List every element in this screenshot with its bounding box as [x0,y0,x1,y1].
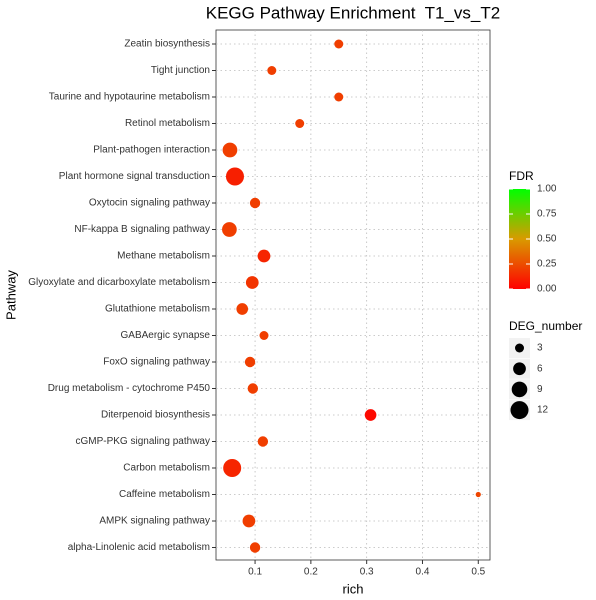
point [475,491,481,498]
point [257,249,271,263]
y-tick-label: Taurine and hypotaurine metabolism [49,92,210,103]
y-tick-label: Oxytocin signaling pathway [89,198,210,209]
color-tick-label: 0.75 [537,209,557,220]
y-tick-label: cGMP-PKG signaling pathway [75,436,210,447]
color-legend-title: FDR [509,169,534,183]
chart-title: KEGG Pathway Enrichment T1_vs_T2 [206,3,500,22]
point [364,409,377,421]
color-bar [509,189,530,289]
point [222,142,238,158]
point [249,542,261,553]
y-tick-label: Caffeine metabolism [119,489,210,500]
legend-label: 3 [537,343,543,354]
color-tick-label: 0.50 [537,234,557,245]
point [295,118,305,129]
point [259,330,269,341]
legend-label: 9 [537,384,543,395]
size-legend-title: DEG_number [509,319,582,333]
x-tick-label: 0.4 [416,567,430,578]
x-tick-label: 0.3 [360,567,374,578]
y-tick-label: Plant-pathogen interaction [93,145,210,156]
legend-point [513,362,526,376]
y-axis-title: Pathway [3,270,18,320]
color-tick-label: 1.00 [537,184,557,195]
y-tick-label: Tight junction [151,65,210,76]
legend-point [510,401,529,420]
y-tick-label: Zeatin biosynthesis [124,39,210,50]
point [244,356,256,368]
y-tick-label: Glyoxylate and dicarboxylate metabolism [28,277,210,288]
point [242,514,256,528]
y-tick-label: Carbon metabolism [123,463,210,474]
legend-point [514,343,525,353]
point [223,458,242,478]
legend-label: 6 [537,363,543,374]
x-tick-label: 0.2 [304,567,318,578]
y-tick-label: Diterpenoid biosynthesis [101,410,210,421]
y-tick-label: NF-kappa B signaling pathway [74,224,210,235]
legend-point [511,381,528,398]
color-tick-label: 0.00 [537,284,557,295]
y-tick-label: Plant hormone signal transduction [59,171,210,182]
point [334,92,344,102]
legend-label: 12 [537,405,549,416]
y-tick-label: FoxO signaling pathway [103,357,210,368]
point [249,197,261,209]
color-tick-label: 0.25 [537,259,557,270]
point [334,39,344,49]
y-tick-label: Retinol metabolism [125,118,210,129]
x-tick-label: 0.1 [248,567,262,578]
y-tick-label: AMPK signaling pathway [99,516,210,527]
point [236,303,249,315]
point [225,167,244,186]
x-axis-title: rich [343,581,364,596]
y-tick-label: Drug metabolism - cytochrome P450 [48,383,211,394]
point [247,383,259,394]
plot-panel [215,29,491,561]
point [245,276,259,289]
y-tick-label: alpha-Linolenic acid metabolism [68,542,210,553]
y-tick-label: Methane metabolism [117,251,210,262]
y-tick-label: GABAergic synapse [121,330,211,341]
point [257,436,269,447]
y-tick-label: Glutathione metabolism [105,304,210,315]
point [267,65,277,76]
x-tick-label: 0.5 [471,567,485,578]
point [222,222,237,237]
